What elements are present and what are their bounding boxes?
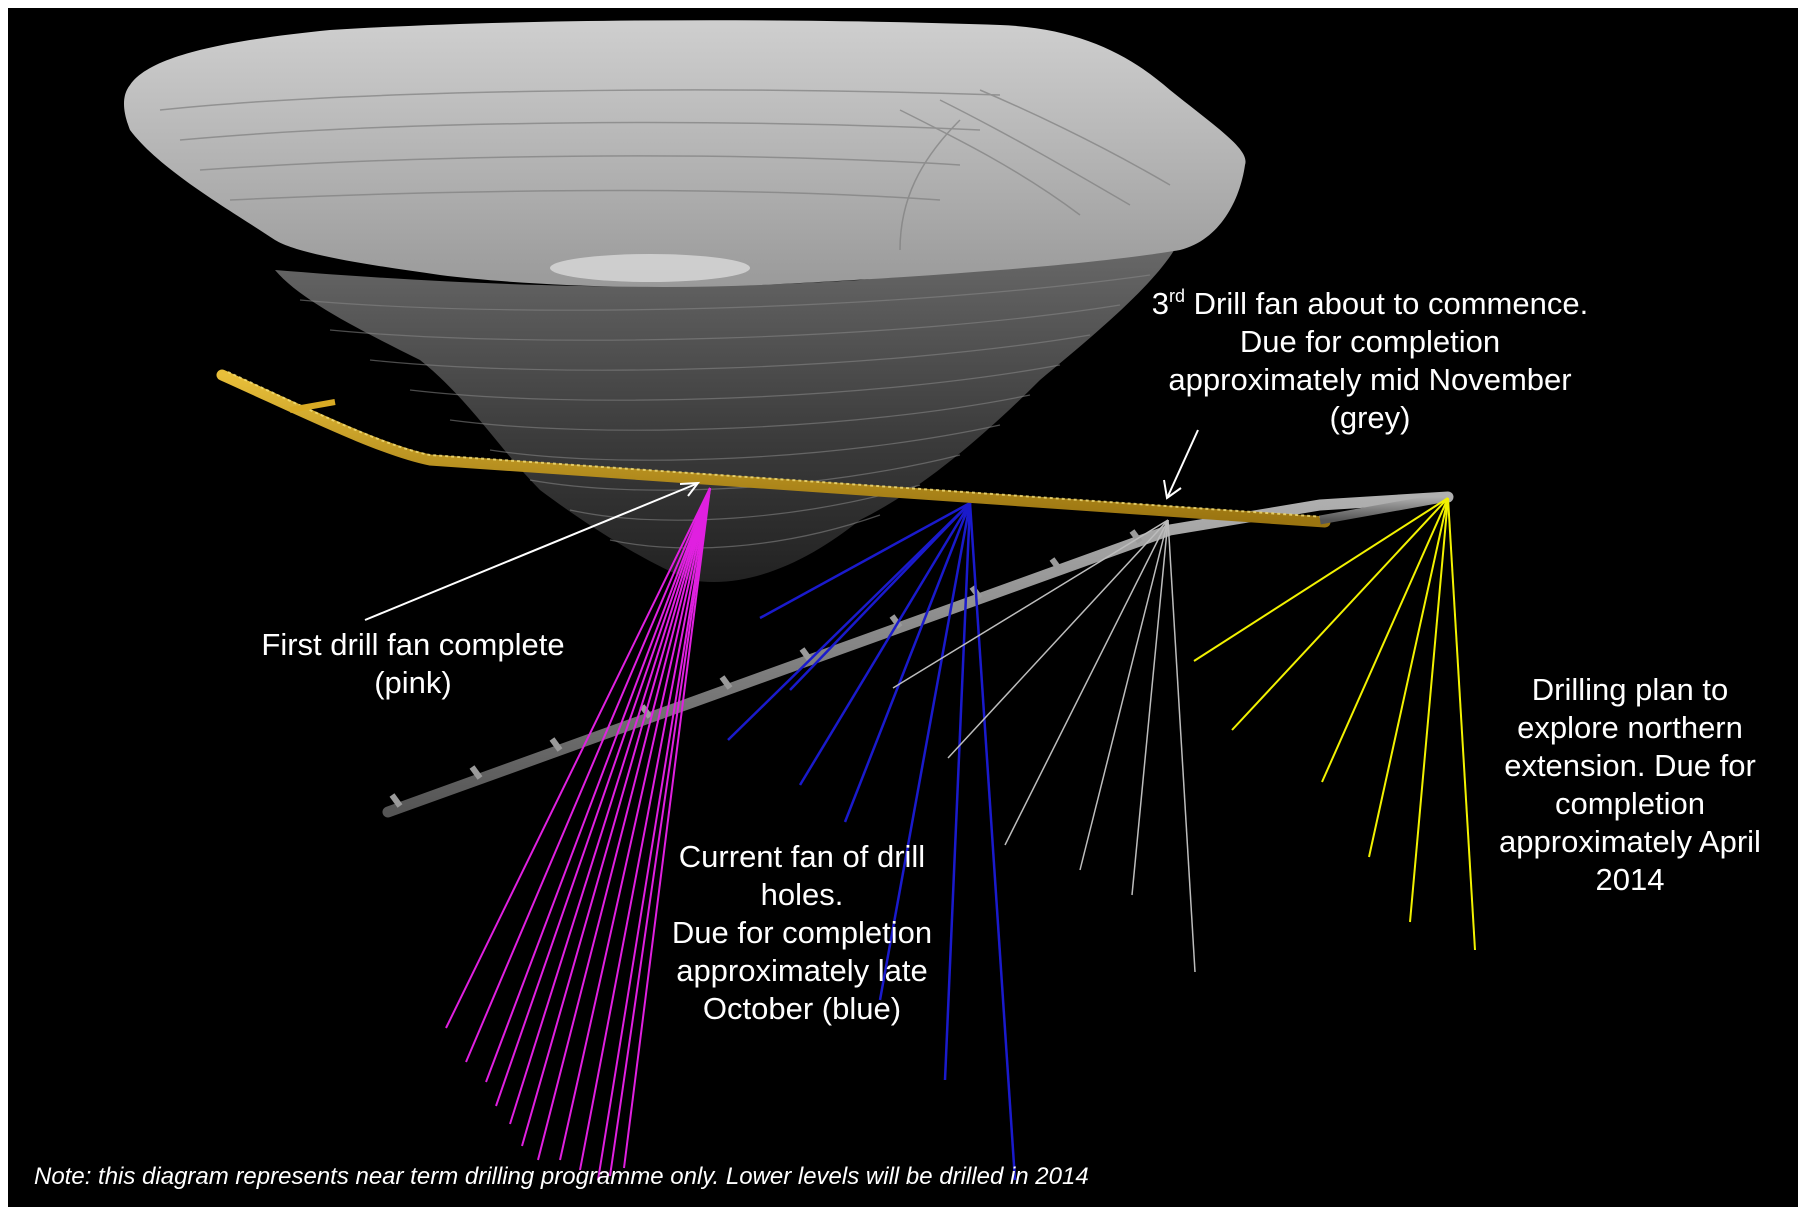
first-fan-line-2: (pink)	[374, 665, 452, 700]
third-fan-line-4: (grey)	[1329, 400, 1411, 435]
pit-wall-banding	[299, 274, 1151, 549]
northern-plan-line-4: completion	[1555, 786, 1705, 821]
northern-plan-annotation: Drilling plan to explore northern extens…	[1480, 671, 1780, 899]
northern-plan-line-3: extension. Due for	[1504, 748, 1756, 783]
current-fan-line-5: October (blue)	[702, 991, 902, 1026]
northern-plan-line-2: explore northern	[1517, 710, 1743, 745]
footnote: Note: this diagram represents near term …	[34, 1163, 1089, 1190]
northern-plan-line-6: 2014	[1595, 862, 1665, 897]
current-fan-line-1: Current fan of drill	[678, 839, 926, 874]
third-fan-suffix: rd	[1169, 286, 1186, 306]
current-fan-line-4: approximately late	[676, 953, 928, 988]
current-fan-line-2: holes.	[760, 877, 844, 912]
pointer-arrows	[364, 429, 1199, 621]
third-fan-line-2: Due for completion	[1239, 324, 1501, 359]
northern-plan-line-5: approximately April	[1499, 824, 1761, 859]
yellow-drill-fan	[1193, 497, 1476, 951]
current-fan-annotation: Current fan of drill holes. Due for comp…	[630, 838, 974, 1028]
upper-drive	[216, 369, 1331, 528]
third-fan-line-3: approximately mid November	[1168, 362, 1572, 397]
drive-extension	[1319, 492, 1449, 525]
blue-drill-fan	[727, 501, 1017, 1181]
current-fan-line-3: Due for completion	[671, 915, 933, 950]
first-fan-line-1: First drill fan complete	[261, 627, 565, 662]
grey-drill-fan	[892, 519, 1196, 973]
pit-rim	[124, 20, 1246, 287]
third-fan-line-1: 3rd Drill fan about to commence.	[1110, 285, 1630, 323]
third-fan-annotation: 3rd Drill fan about to commence. Due for…	[1110, 285, 1630, 437]
first-fan-annotation: First drill fan complete (pink)	[240, 626, 586, 702]
third-fan-line-1-rest: Drill fan about to commence.	[1185, 286, 1589, 321]
northern-plan-line-1: Drilling plan to	[1531, 672, 1729, 707]
pit-floor	[550, 254, 750, 282]
pink-drill-fan	[445, 487, 711, 1181]
third-fan-number: 3	[1151, 286, 1170, 321]
pit-benches	[159, 89, 1171, 251]
